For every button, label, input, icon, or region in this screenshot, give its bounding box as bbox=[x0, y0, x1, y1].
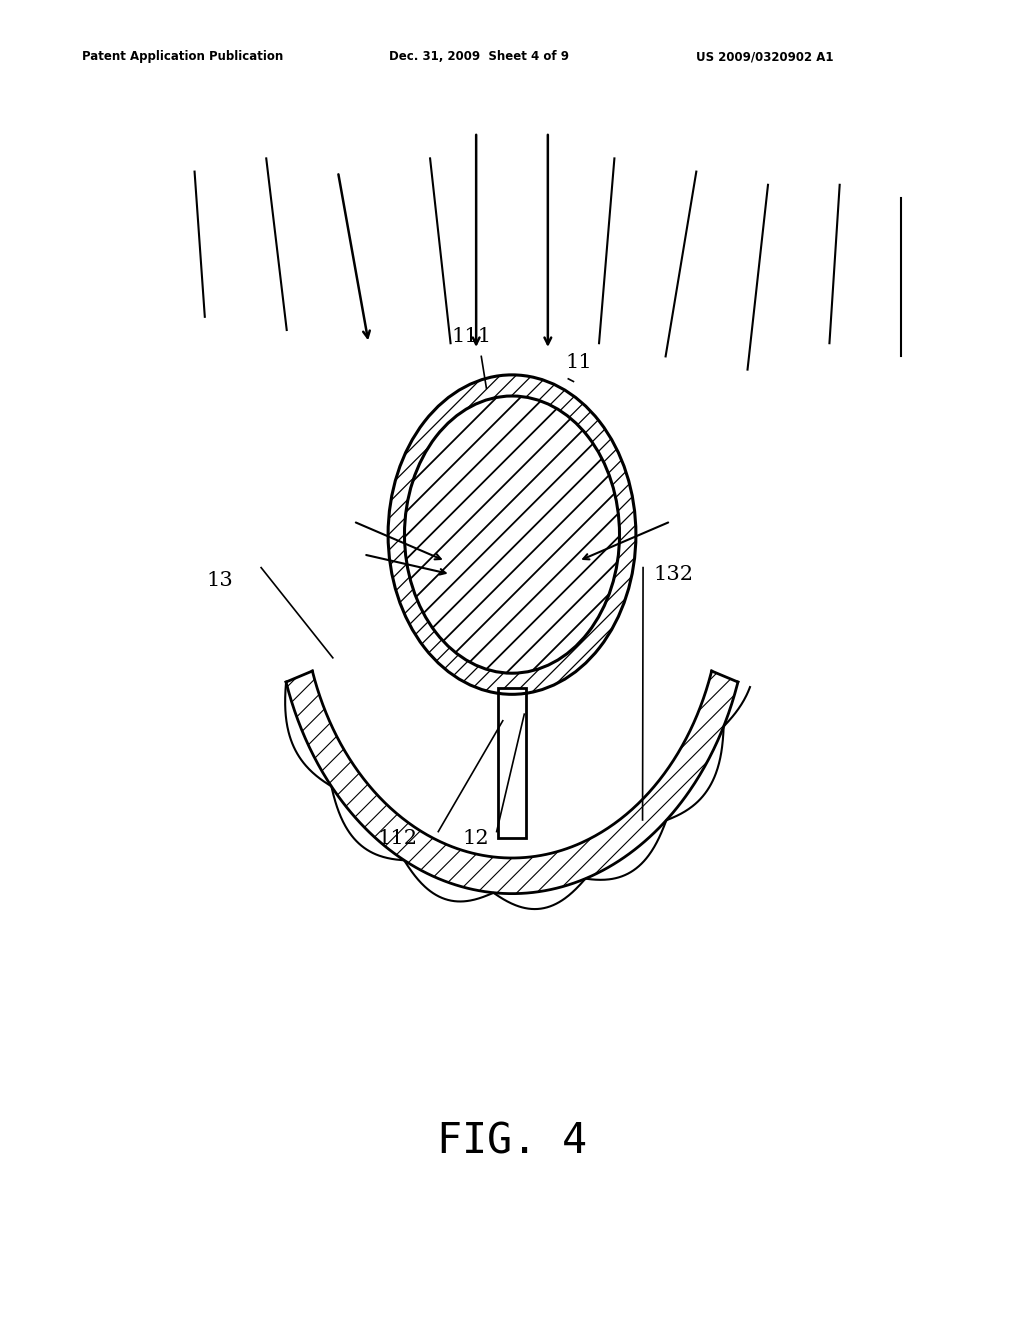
Text: 112: 112 bbox=[377, 829, 418, 847]
Text: 13: 13 bbox=[207, 572, 233, 590]
Circle shape bbox=[404, 396, 620, 673]
Text: 12: 12 bbox=[463, 829, 489, 847]
Text: Dec. 31, 2009  Sheet 4 of 9: Dec. 31, 2009 Sheet 4 of 9 bbox=[389, 50, 569, 63]
Polygon shape bbox=[286, 671, 738, 894]
Text: FIG. 4: FIG. 4 bbox=[437, 1121, 587, 1163]
Text: Patent Application Publication: Patent Application Publication bbox=[82, 50, 284, 63]
Text: 132: 132 bbox=[653, 565, 693, 583]
Polygon shape bbox=[286, 671, 738, 894]
Text: US 2009/0320902 A1: US 2009/0320902 A1 bbox=[696, 50, 834, 63]
Text: 11: 11 bbox=[565, 354, 592, 372]
Circle shape bbox=[404, 396, 620, 673]
Bar bbox=[498, 688, 526, 838]
Text: 111: 111 bbox=[451, 327, 492, 346]
